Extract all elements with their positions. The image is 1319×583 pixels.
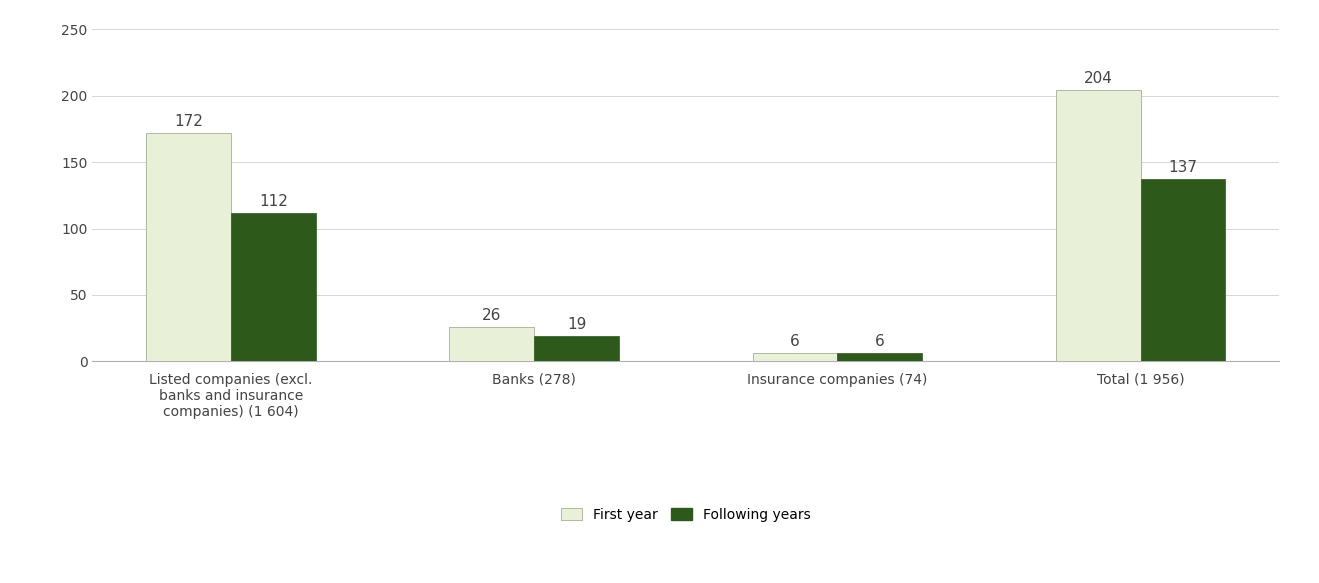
Bar bbox=[231, 213, 317, 361]
Bar bbox=[450, 327, 534, 361]
Text: 19: 19 bbox=[567, 317, 587, 332]
Bar bbox=[838, 353, 922, 361]
Text: 204: 204 bbox=[1084, 71, 1113, 86]
Bar bbox=[1141, 180, 1225, 361]
Bar bbox=[146, 133, 231, 361]
Text: 6: 6 bbox=[874, 335, 885, 349]
Text: 26: 26 bbox=[483, 308, 501, 323]
Text: 137: 137 bbox=[1169, 160, 1198, 175]
Legend: First year, Following years: First year, Following years bbox=[555, 502, 816, 527]
Bar bbox=[534, 336, 619, 361]
Text: 172: 172 bbox=[174, 114, 203, 129]
Bar bbox=[753, 353, 838, 361]
Text: 6: 6 bbox=[790, 335, 799, 349]
Text: 112: 112 bbox=[259, 194, 288, 209]
Bar bbox=[1055, 90, 1141, 361]
